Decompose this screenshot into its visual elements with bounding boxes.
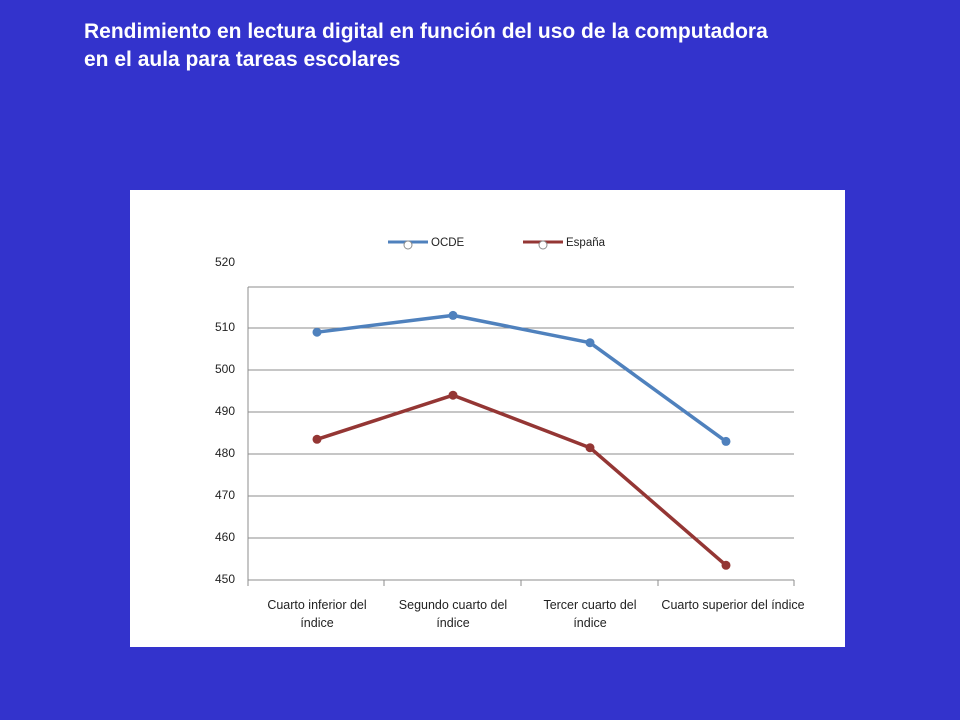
data-point-ocde	[721, 436, 731, 446]
slide-title: Rendimiento en lectura digital en funció…	[84, 18, 954, 74]
legend-swatch-marker	[403, 240, 413, 250]
series-line-espana	[316, 393, 728, 567]
y-tick-label: 490	[215, 404, 235, 418]
data-point-ocde	[448, 310, 458, 320]
x-category-label-line: índice	[573, 616, 606, 630]
data-point-ocde	[312, 327, 322, 337]
y-tick-label: 460	[215, 530, 235, 544]
slide-title-line-1: Rendimiento en lectura digital en funció…	[84, 20, 768, 43]
data-point-espana	[721, 560, 731, 570]
x-category-label: Segundo cuarto del índice	[399, 598, 507, 630]
data-point-espana	[585, 443, 595, 453]
x-category-label-line: índice	[300, 616, 333, 630]
data-point-ocde	[585, 338, 595, 348]
data-point-espana	[448, 390, 458, 400]
x-category-label: Cuarto superior del índice	[661, 598, 804, 612]
y-tick-label: 480	[215, 446, 235, 460]
slide-title-line-2: en el aula para tareas escolares	[84, 48, 401, 71]
x-category-label: Cuarto inferior del índice	[267, 598, 366, 630]
x-category-label-line: Cuarto inferior del	[267, 598, 366, 612]
line-chart: 450 460 470 480 490 500 510 520 Cuarto inferior …	[215, 237, 805, 630]
y-tick-label: 470	[215, 488, 235, 502]
x-category-label: Tercer cuarto del índice	[543, 598, 636, 630]
x-category-label-line: Cuarto superior del índice	[661, 598, 804, 612]
x-category-label-line: Segundo cuarto del	[399, 598, 507, 612]
legend-label-ocde: OCDE	[431, 237, 465, 249]
y-tick-label: 500	[215, 362, 235, 376]
y-tick-label: 510	[215, 320, 235, 334]
legend-label-espana: España	[566, 237, 606, 249]
y-tick-label: 520	[215, 255, 235, 269]
y-tick-label: 450	[215, 572, 235, 586]
legend-swatch-marker	[538, 240, 548, 250]
x-category-label-line: Tercer cuarto del	[543, 598, 636, 612]
chart-panel: 450 460 470 480 490 500 510 520 Cuarto inferior …	[130, 190, 845, 647]
data-point-espana	[312, 434, 322, 444]
x-category-label-line: índice	[436, 616, 469, 630]
series-line-ocde	[316, 313, 728, 443]
